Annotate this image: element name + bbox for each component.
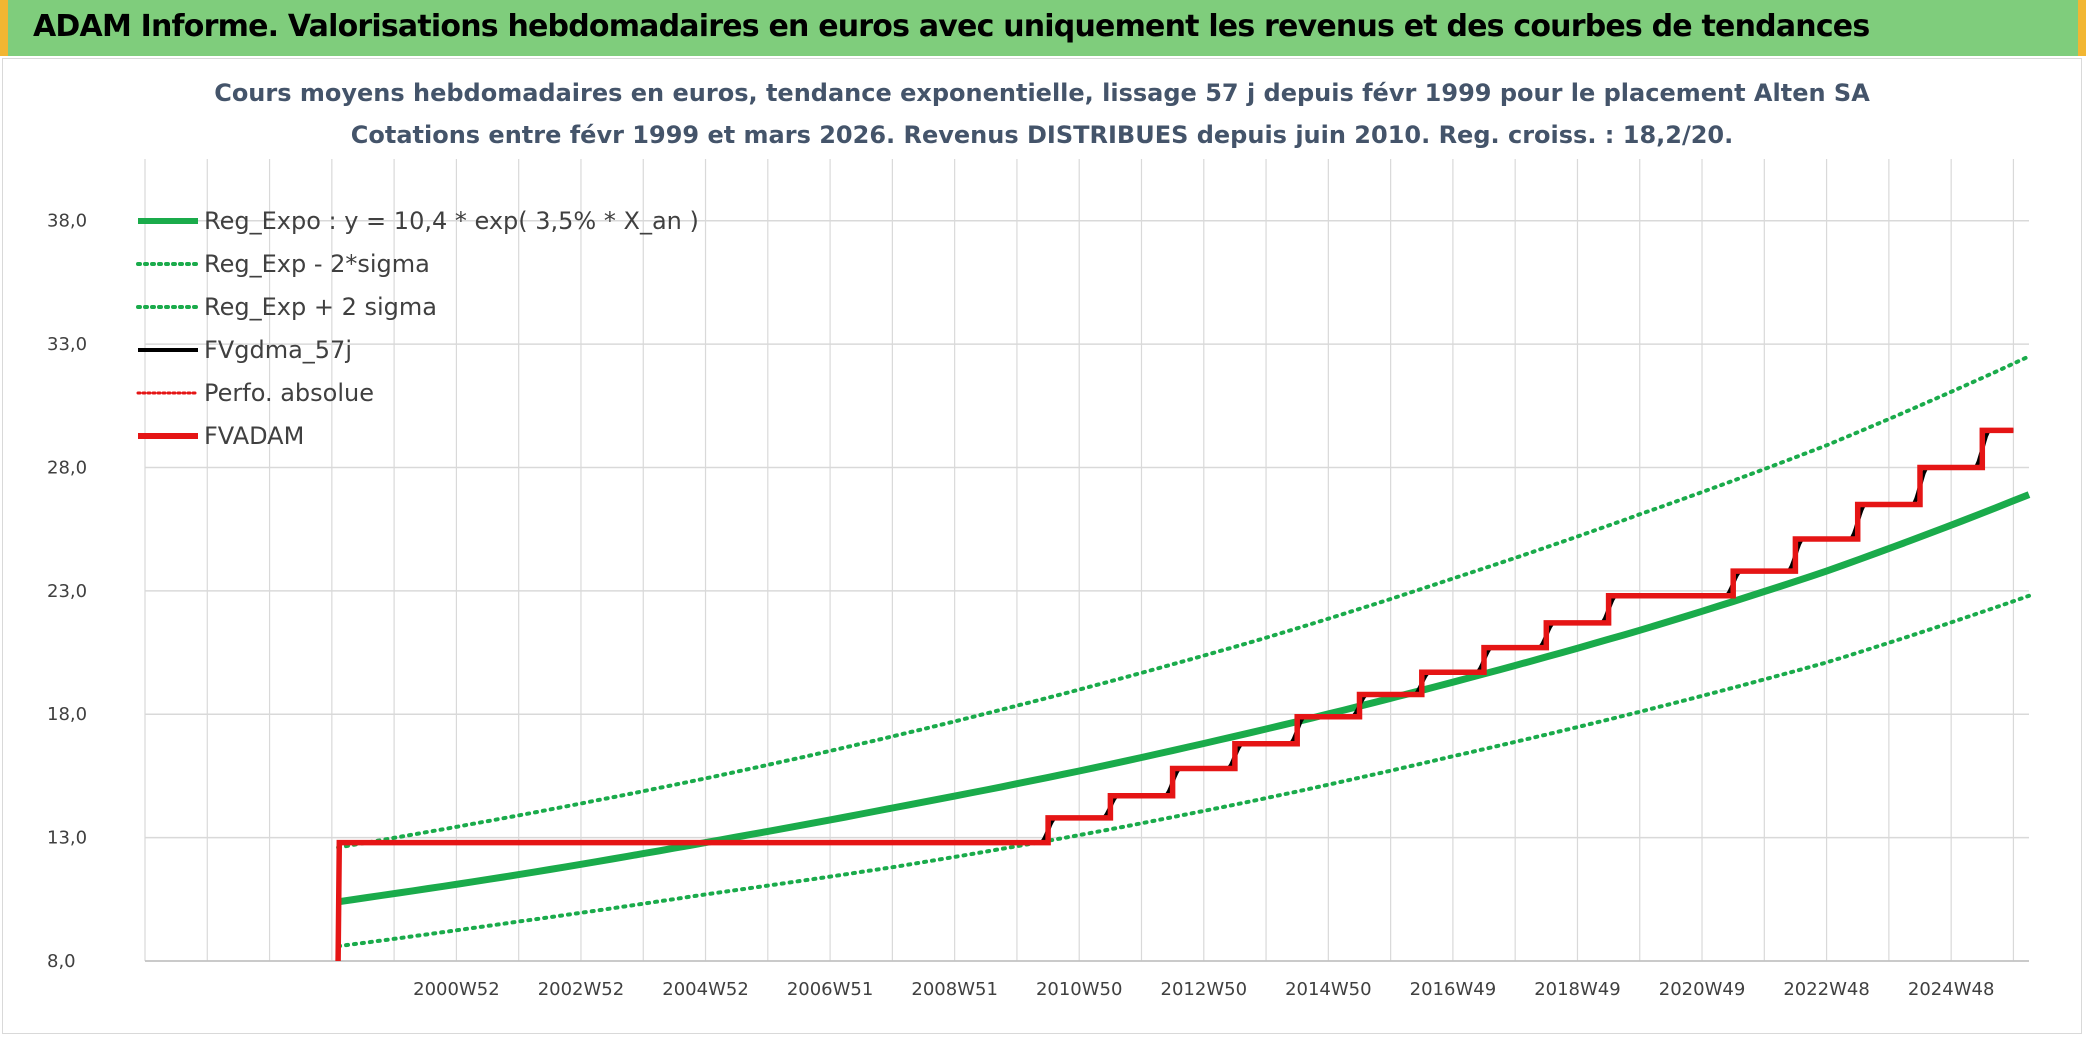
legend-label: Reg_Exp + 2 sigma bbox=[204, 293, 437, 321]
x-tick-label: 2008W51 bbox=[911, 979, 998, 1000]
x-tick-label: 2014W50 bbox=[1285, 979, 1372, 1000]
y-tick-label: 23,0 bbox=[47, 581, 87, 602]
series-reg-plus-2sigma bbox=[336, 354, 2031, 850]
x-tick-label: 2024W48 bbox=[1908, 979, 1995, 1000]
chart-axes: 8,0 13,0 18,0 23,0 28,0 33,0 38,0 2000W52 2002W5… bbox=[47, 211, 2029, 1000]
x-tick-label: 2022W48 bbox=[1783, 979, 1870, 1000]
x-tick-label: 2000W52 bbox=[413, 979, 500, 1000]
legend-label: FVgdma_57j bbox=[204, 336, 352, 364]
legend-label: Perfo. absolue bbox=[204, 379, 374, 407]
chart-legend: Reg_Expo : y = 10,4 * exp( 3,5% * X_an )… bbox=[136, 207, 699, 450]
series-reg-minus-2sigma bbox=[336, 593, 2031, 949]
report-title: ADAM Informe. Valorisations hebdomadaire… bbox=[33, 9, 1870, 44]
x-tick-label: 2006W51 bbox=[787, 979, 874, 1000]
x-tick-label: 2010W50 bbox=[1036, 979, 1123, 1000]
y-tick-label: 28,0 bbox=[47, 457, 87, 478]
series-fvgdma-57j bbox=[336, 428, 2014, 962]
chart-title: Cours moyens hebdomadaires en euros, ten… bbox=[214, 79, 1870, 107]
chart-series bbox=[335, 354, 2031, 962]
report-banner: ADAM Informe. Valorisations hebdomadaire… bbox=[0, 0, 2086, 56]
chart-subtitle: Cotations entre févr 1999 et mars 2026. … bbox=[351, 121, 1734, 149]
x-tick-label: 2004W52 bbox=[662, 979, 749, 1000]
x-tick-label: 2018W49 bbox=[1534, 979, 1621, 1000]
chart-grid bbox=[144, 159, 2029, 962]
legend-label: Reg_Exp - 2*sigma bbox=[204, 250, 430, 278]
chart-frame: Cours moyens hebdomadaires en euros, ten… bbox=[2, 58, 2082, 1034]
y-tick-label: 38,0 bbox=[47, 211, 87, 232]
legend-label: FVADAM bbox=[204, 422, 304, 450]
y-tick-label: 33,0 bbox=[47, 334, 87, 355]
x-tick-label: 2020W49 bbox=[1659, 979, 1746, 1000]
legend-label: Reg_Expo : y = 10,4 * exp( 3,5% * X_an ) bbox=[204, 207, 699, 235]
y-tick-label: 13,0 bbox=[47, 828, 87, 849]
x-tick-label: 2016W49 bbox=[1410, 979, 1497, 1000]
y-tick-label: 8,0 bbox=[47, 951, 76, 972]
x-tick-label: 2012W50 bbox=[1161, 979, 1248, 1000]
series-reg-expo bbox=[337, 491, 2031, 906]
valuation-chart: Cours moyens hebdomadaires en euros, ten… bbox=[47, 79, 2031, 1000]
series-fvadam bbox=[335, 427, 2014, 962]
x-tick-label: 2002W52 bbox=[538, 979, 625, 1000]
y-tick-label: 18,0 bbox=[47, 704, 87, 725]
